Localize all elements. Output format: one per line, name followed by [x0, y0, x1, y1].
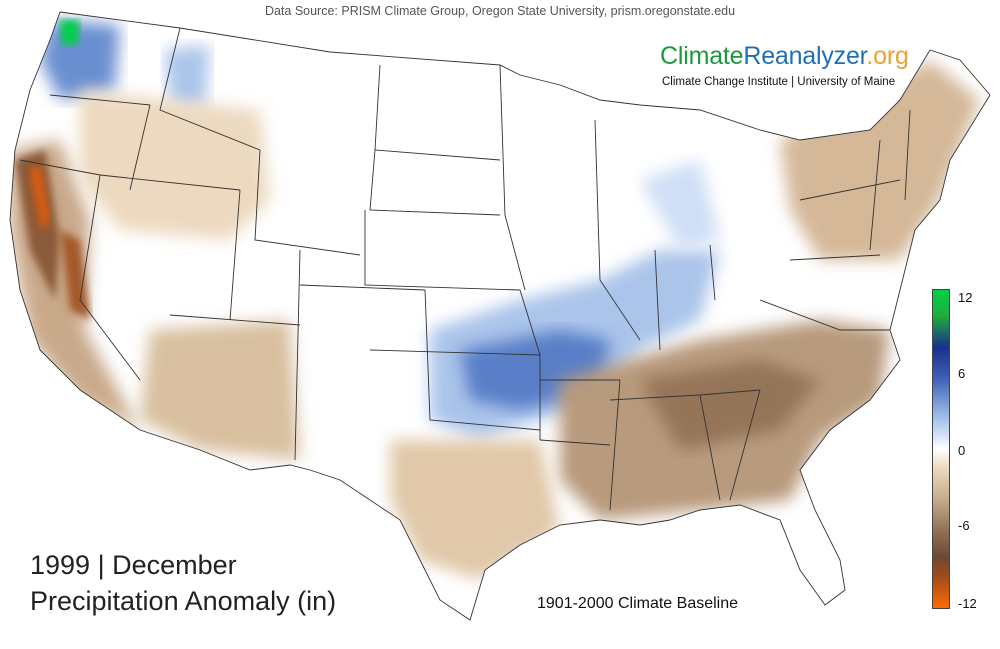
- baseline-label: 1901-2000 Climate Baseline: [537, 595, 739, 612]
- data-source-credit: Data Source: PRISM Climate Group, Oregon…: [264, 4, 736, 18]
- state-boundaries: [9, 11, 991, 621]
- legend-tick: 0: [958, 443, 966, 458]
- brand-org: .org: [866, 42, 909, 70]
- brand-climate: Climate: [660, 42, 744, 70]
- brand-logo: ClimateReanalyzer.org: [660, 42, 909, 71]
- legend-tick: 12: [958, 290, 973, 305]
- map-period-title: 1999 | December: [30, 550, 237, 580]
- brand-reanalyzer: Reanalyzer: [743, 42, 867, 70]
- legend-tick: -6: [958, 518, 970, 533]
- map-variable-title: Precipitation Anomaly (in): [30, 586, 337, 616]
- legend-colorbar: [932, 289, 950, 609]
- brand-subtitle: Climate Change Institute | University of…: [662, 76, 896, 88]
- legend-tick: 6: [958, 366, 966, 381]
- legend-tick: -12: [958, 596, 977, 611]
